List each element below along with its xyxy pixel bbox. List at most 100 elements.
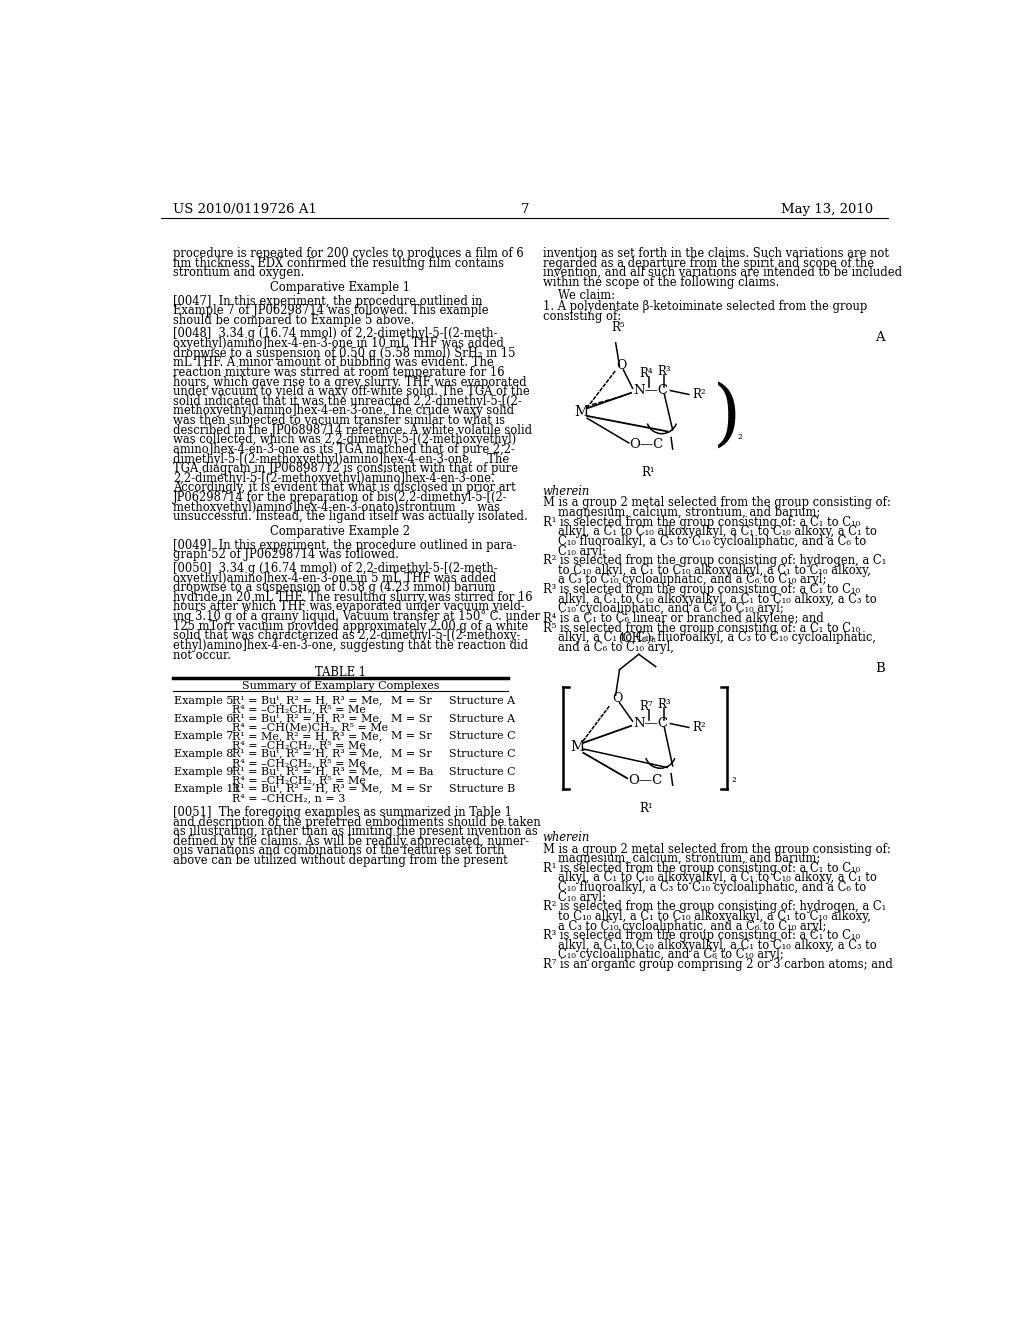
Text: not occur.: not occur. [173, 648, 230, 661]
Text: M is a group 2 metal selected from the group consisting of:: M is a group 2 metal selected from the g… [543, 496, 890, 510]
Text: JP06298714 for the preparation of bis(2,2-dimethyl-5-[(2-: JP06298714 for the preparation of bis(2,… [173, 491, 508, 504]
Text: to C₁₀ alkyl, a C₁ to C₁₀ alkoxyalkyl, a C₁ to C₁₀ alkoxy,: to C₁₀ alkyl, a C₁ to C₁₀ alkoxyalkyl, a… [558, 564, 870, 577]
Text: mL THF. A minor amount of bubbling was evident. The: mL THF. A minor amount of bubbling was e… [173, 356, 494, 370]
Text: C₁₀ fluoroalkyl, a C₃ to C₁₀ cycloaliphatic, and a C₆ to: C₁₀ fluoroalkyl, a C₃ to C₁₀ cycloalipha… [558, 880, 866, 894]
Text: reaction mixture was stirred at room temperature for 16: reaction mixture was stirred at room tem… [173, 366, 505, 379]
Text: magnesium, calcium, strontium, and barium;: magnesium, calcium, strontium, and bariu… [558, 853, 820, 865]
Text: hours after which THF was evaporated under vacuum yield-: hours after which THF was evaporated und… [173, 601, 524, 614]
Text: should be compared to Example 5 above.: should be compared to Example 5 above. [173, 314, 415, 327]
Text: R¹ = Buᵗ, R² = H, R³ = Me,: R¹ = Buᵗ, R² = H, R³ = Me, [232, 714, 383, 723]
Text: Structure A: Structure A [449, 696, 515, 706]
Text: M = Ba: M = Ba [391, 767, 433, 776]
Text: a C₃ to C₁₀ cycloaliphatic, and a C₆ to C₁₀ aryl;: a C₃ to C₁₀ cycloaliphatic, and a C₆ to … [558, 920, 826, 932]
Text: R⁴ = –CH₂CH₂, R⁵ = Me: R⁴ = –CH₂CH₂, R⁵ = Me [232, 705, 366, 714]
Text: and description of the preferred embodiments should be taken: and description of the preferred embodim… [173, 816, 541, 829]
Text: We claim:: We claim: [558, 289, 614, 301]
Text: C₁₀ fluoroalkyl, a C₃ to C₁₀ cycloaliphatic, and a C₆ to: C₁₀ fluoroalkyl, a C₃ to C₁₀ cycloalipha… [558, 535, 866, 548]
Text: [0049]  In this experiment, the procedure outlined in para-: [0049] In this experiment, the procedure… [173, 539, 516, 552]
Text: methoxyethyl)amino]hex-4-en-3-one. The crude waxy solid: methoxyethyl)amino]hex-4-en-3-one. The c… [173, 404, 514, 417]
Text: oxyethyl)amino]hex-4-en-3-one in 5 mL THF was added: oxyethyl)amino]hex-4-en-3-one in 5 mL TH… [173, 572, 497, 585]
Text: R² is selected from the group consisting of: hydrogen, a C₁: R² is selected from the group consisting… [543, 900, 886, 913]
Text: R³ is selected from the group consisting of: a C₁ to C₁₀: R³ is selected from the group consisting… [543, 583, 859, 597]
Text: M: M [570, 739, 585, 754]
Text: 7: 7 [520, 203, 529, 216]
Text: 2,2-dimethyl-5-[(2-methoxyethyl)amino]hex-4-en-3-one.: 2,2-dimethyl-5-[(2-methoxyethyl)amino]he… [173, 471, 495, 484]
Text: Example 5: Example 5 [174, 696, 233, 706]
Text: alkyl, a C₁ to C₁₀ alkoxyalkyl, a C₁ to C₁₀ alkoxy, a C₁ to: alkyl, a C₁ to C₁₀ alkoxyalkyl, a C₁ to … [558, 525, 877, 539]
Text: R⁷ is an organic group comprising 2 or 3 carbon atoms; and: R⁷ is an organic group comprising 2 or 3… [543, 958, 892, 972]
Text: Comparative Example 2: Comparative Example 2 [270, 525, 411, 539]
Text: R¹ = Buᵗ, R² = H, R³ = Me,: R¹ = Buᵗ, R² = H, R³ = Me, [232, 748, 383, 759]
Text: Structure C: Structure C [449, 767, 515, 776]
Text: [0048]  3.34 g (16.74 mmol) of 2,2-dimethyl-5-[(2-meth-: [0048] 3.34 g (16.74 mmol) of 2,2-dimeth… [173, 327, 498, 341]
Text: M = Sr: M = Sr [391, 731, 431, 742]
Text: Accordingly, it is evident that what is disclosed in prior art: Accordingly, it is evident that what is … [173, 482, 516, 495]
Text: TABLE 1: TABLE 1 [315, 665, 366, 678]
Text: B: B [876, 663, 885, 675]
Text: R³: R³ [657, 698, 671, 711]
Text: invention as set forth in the claims. Such variations are not: invention as set forth in the claims. Su… [543, 247, 889, 260]
Text: as illustrating, rather than as limiting the present invention as: as illustrating, rather than as limiting… [173, 825, 538, 838]
Text: R⁴ is a C₁ to C₆ linear or branched alkylene; and: R⁴ is a C₁ to C₆ linear or branched alky… [543, 612, 823, 624]
Text: Example 11: Example 11 [174, 784, 241, 795]
Text: Example 6: Example 6 [174, 714, 233, 723]
Text: R⁴ = –CH₂CH₂, R⁵ = Me: R⁴ = –CH₂CH₂, R⁵ = Me [232, 758, 366, 768]
Text: R¹ is selected from the group consisting of: a C₁ to C₁₀: R¹ is selected from the group consisting… [543, 516, 859, 529]
Text: M = Sr: M = Sr [391, 696, 431, 706]
Text: C₁₀ aryl;: C₁₀ aryl; [558, 545, 606, 557]
Text: solid indicated that it was the unreacted 2,2-dimethyl-5-[(2-: solid indicated that it was the unreacte… [173, 395, 521, 408]
Text: O—C: O—C [628, 774, 663, 787]
Text: [0047]  In this experiment, the procedure outlined in: [0047] In this experiment, the procedure… [173, 294, 482, 308]
Text: C₁₀ cycloaliphatic, and a C₆ to C₁₀ aryl;: C₁₀ cycloaliphatic, and a C₆ to C₁₀ aryl… [558, 949, 783, 961]
Text: M = Sr: M = Sr [391, 748, 431, 759]
Text: [0050]  3.34 g (16.74 mmol) of 2,2-dimethyl-5-[(2-meth-: [0050] 3.34 g (16.74 mmol) of 2,2-dimeth… [173, 562, 498, 576]
Text: dimethyl-5-[(2-methoxyethyl)amino]hex-4-en-3-one.    The: dimethyl-5-[(2-methoxyethyl)amino]hex-4-… [173, 453, 509, 466]
Text: strontium and oxygen.: strontium and oxygen. [173, 267, 304, 280]
Text: [0051]  The foregoing examples as summarized in Table 1: [0051] The foregoing examples as summari… [173, 807, 512, 818]
Text: dropwise to a suspension of 0.58 g (4.23 mmol) barium: dropwise to a suspension of 0.58 g (4.23… [173, 581, 496, 594]
Text: R⁵: R⁵ [611, 321, 625, 334]
Text: R⁵ is selected from the group consisting of: a C₁ to C₁₀: R⁵ is selected from the group consisting… [543, 622, 859, 635]
Text: 1. A polydentate β-ketoiminate selected from the group: 1. A polydentate β-ketoiminate selected … [543, 301, 866, 313]
Text: ₂: ₂ [731, 772, 736, 785]
Text: May 13, 2010: May 13, 2010 [781, 203, 873, 216]
Text: O: O [612, 693, 623, 705]
Text: Example 8: Example 8 [174, 748, 233, 759]
Text: was collected, which was 2,2-dimethyl-5-[(2-methoxyethyl): was collected, which was 2,2-dimethyl-5-… [173, 433, 516, 446]
Text: wherein: wherein [543, 832, 590, 845]
Text: alkyl, a C₁ to C₁₀ alkoxyalkyl, a C₁ to C₁₀ alkoxy, a C₃ to: alkyl, a C₁ to C₁₀ alkoxyalkyl, a C₁ to … [558, 593, 877, 606]
Text: O—C: O—C [630, 438, 664, 451]
Text: R⁴ = –CHCH₂, n = 3: R⁴ = –CHCH₂, n = 3 [232, 793, 345, 804]
Text: Structure B: Structure B [449, 784, 515, 795]
Text: graph 52 of JP06298714 was followed.: graph 52 of JP06298714 was followed. [173, 548, 398, 561]
Text: a C₃ to C₁₀ cycloaliphatic, and a C₆ to C₁₀ aryl;: a C₃ to C₁₀ cycloaliphatic, and a C₆ to … [558, 573, 826, 586]
Text: ): ) [714, 380, 741, 451]
Text: wherein: wherein [543, 486, 590, 498]
Text: R⁴ = –CH₂CH₂, R⁵ = Me: R⁴ = –CH₂CH₂, R⁵ = Me [232, 776, 366, 785]
Text: R¹: R¹ [640, 803, 653, 816]
Text: amino]hex-4-en-3-one as its TGA matched that of pure 2,2-: amino]hex-4-en-3-one as its TGA matched … [173, 444, 515, 455]
Text: R⁷: R⁷ [639, 700, 652, 713]
Text: R¹ is selected from the group consisting of: a C₁ to C₁₀: R¹ is selected from the group consisting… [543, 862, 859, 875]
Text: 125 mTorr vacuum provided approximately 2.00 g of a white: 125 mTorr vacuum provided approximately … [173, 619, 528, 632]
Text: R⁴ = –CH(Me)CH₂, R⁵ = Me: R⁴ = –CH(Me)CH₂, R⁵ = Me [232, 722, 388, 733]
Text: alkyl, a C₁ to C₁₀ alkoxyalkyl, a C₁ to C₁₀ alkoxy, a C₁ to: alkyl, a C₁ to C₁₀ alkoxyalkyl, a C₁ to … [558, 871, 877, 884]
Text: TGA diagram in JP06898712 is consistent with that of pure: TGA diagram in JP06898712 is consistent … [173, 462, 518, 475]
Text: and a C₆ to C₁₀ aryl,: and a C₆ to C₁₀ aryl, [558, 640, 674, 653]
Text: Example 7 of JP06298714 was followed. This example: Example 7 of JP06298714 was followed. Th… [173, 305, 488, 317]
Text: R⁴: R⁴ [639, 367, 652, 380]
Text: invention, and all such variations are intended to be included: invention, and all such variations are i… [543, 267, 902, 280]
Text: nm thickness. EDX confirmed the resulting film contains: nm thickness. EDX confirmed the resultin… [173, 256, 504, 269]
Text: ous variations and combinations of the features set forth: ous variations and combinations of the f… [173, 845, 505, 858]
Text: R⁴ = –CH₂CH₂, R⁵ = Me: R⁴ = –CH₂CH₂, R⁵ = Me [232, 741, 366, 750]
Text: M is a group 2 metal selected from the group consisting of:: M is a group 2 metal selected from the g… [543, 842, 890, 855]
Text: R²: R² [692, 388, 706, 401]
Text: M: M [573, 405, 588, 420]
Text: alkyl, a C₁ to C₁₀ fluoroalkyl, a C₃ to C₁₀ cycloaliphatic,: alkyl, a C₁ to C₁₀ fluoroalkyl, a C₃ to … [558, 631, 876, 644]
Text: R³ is selected from the group consisting of: a C₁ to C₁₀: R³ is selected from the group consisting… [543, 929, 859, 942]
Text: N—C: N—C [634, 717, 669, 730]
Text: procedure is repeated for 200 cycles to produces a film of 6: procedure is repeated for 200 cycles to … [173, 247, 523, 260]
Text: ₂: ₂ [737, 429, 742, 442]
Text: R² is selected from the group consisting of: hydrogen, a C₁: R² is selected from the group consisting… [543, 554, 886, 568]
Text: ing 3.10 g of a grainy liquid. Vacuum transfer at 150° C. under: ing 3.10 g of a grainy liquid. Vacuum tr… [173, 610, 540, 623]
